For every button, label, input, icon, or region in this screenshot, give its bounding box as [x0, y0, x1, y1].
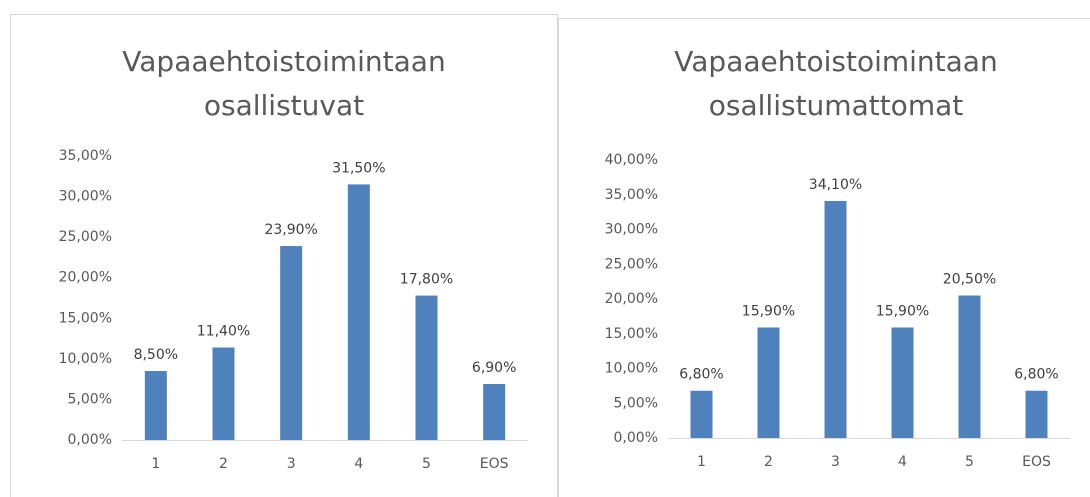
y-tick-label: 35,00%	[605, 187, 658, 203]
value-label: 6,80%	[1014, 367, 1058, 383]
bar	[280, 246, 303, 440]
bar	[1025, 390, 1048, 438]
bar	[690, 390, 713, 438]
bar	[891, 327, 914, 438]
x-tick-label: EOS	[480, 456, 509, 472]
x-tick-label: 2	[764, 454, 773, 470]
bar	[212, 347, 235, 440]
y-tick-label: 30,00%	[59, 189, 112, 205]
bar	[757, 327, 780, 438]
y-tick-label: 15,00%	[59, 310, 112, 326]
chart-frame	[558, 18, 1090, 497]
bar	[347, 184, 370, 440]
chart-title: Vapaaehtoistoimintaan osallistumattomat	[674, 45, 998, 122]
y-tick-label: 10,00%	[59, 351, 112, 367]
y-tick-label: 20,00%	[59, 270, 112, 286]
x-tick-label: 3	[287, 456, 296, 472]
y-tick-label: 20,00%	[605, 291, 658, 307]
value-label: 8,50%	[134, 347, 178, 363]
y-tick-label: 25,00%	[605, 256, 658, 272]
x-tick-label: 5	[422, 456, 431, 472]
y-tick-label: 35,00%	[59, 148, 112, 164]
y-tick-label: 25,00%	[59, 229, 112, 245]
value-label: 20,50%	[943, 272, 996, 288]
y-tick-label: 15,00%	[605, 326, 658, 342]
x-tick-label: 4	[354, 456, 363, 472]
value-label: 15,90%	[742, 303, 795, 319]
x-tick-label: 2	[219, 456, 228, 472]
value-label: 17,80%	[400, 272, 453, 288]
y-tick-label: 0,00%	[68, 432, 112, 448]
x-tick-label: 1	[151, 456, 160, 472]
bar	[144, 371, 167, 440]
y-tick-label: 0,00%	[614, 430, 658, 446]
value-label: 31,50%	[332, 160, 385, 176]
bar	[415, 295, 438, 440]
chart-frame	[10, 14, 558, 497]
value-label: 11,40%	[197, 323, 250, 339]
y-tick-label: 30,00%	[605, 222, 658, 238]
x-tick-label: EOS	[1022, 454, 1051, 470]
y-tick-label: 5,00%	[614, 395, 658, 411]
value-label: 6,80%	[679, 367, 723, 383]
bar	[483, 384, 506, 440]
x-tick-label: 1	[697, 454, 706, 470]
y-tick-label: 5,00%	[68, 391, 112, 407]
y-tick-label: 10,00%	[605, 361, 658, 377]
y-tick-label: 40,00%	[605, 152, 658, 168]
chart-title: Vapaaehtoistoimintaan osallistuvat	[122, 45, 446, 122]
value-label: 6,90%	[472, 360, 516, 376]
bar	[824, 201, 847, 438]
value-label: 34,10%	[809, 177, 862, 193]
x-tick-label: 5	[965, 454, 974, 470]
x-tick-label: 4	[898, 454, 907, 470]
value-label: 15,90%	[876, 303, 929, 319]
bar	[958, 295, 981, 438]
value-label: 23,90%	[264, 222, 317, 238]
x-tick-label: 3	[831, 454, 840, 470]
